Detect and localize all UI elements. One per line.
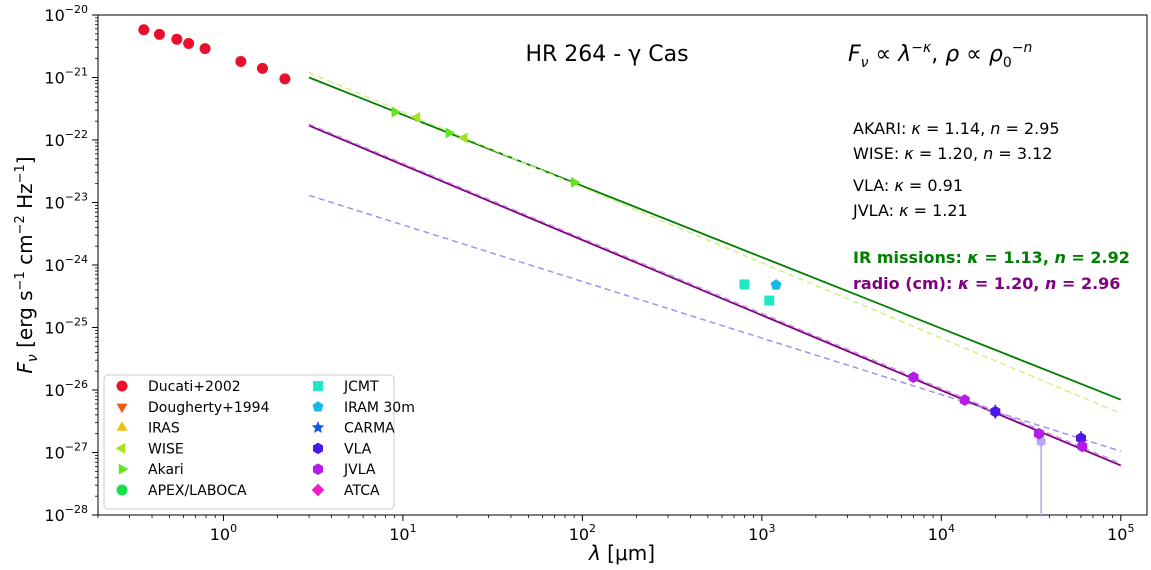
legend-label-atca: ATCA (344, 483, 380, 499)
point-ducati-2002 (235, 56, 247, 68)
y-axis-label: Fν [erg s−1 cm−2 Hz−1] (13, 156, 41, 373)
legend-marker-ducati-2002 (116, 380, 128, 392)
point-jvla (1033, 427, 1044, 440)
legend-marker-akari (118, 463, 129, 475)
fit-line-akari-dashed (308, 71, 1122, 415)
x-tick-label: 105 (1107, 522, 1134, 544)
point-akari (445, 127, 456, 139)
fit-lines (308, 71, 1122, 467)
y-tick-label: 10−28 (44, 503, 88, 525)
legend-label-jcmt: JCMT (343, 379, 379, 395)
point-ducati-2002 (171, 33, 183, 45)
point-iram-30m (770, 279, 782, 290)
point-vla (1075, 432, 1086, 444)
y-axis-ticks: 10−28 10−27 10−26 10−25 10−24 10−23 10−22 10−21… (44, 3, 98, 525)
x-axis-ticks: 100 101 102 103 104 105 (97, 515, 1134, 544)
formula-label: Fν ∝ λ−κ, ρ ∝ ρ0−n (848, 40, 1032, 71)
point-ducati-2002 (183, 37, 195, 49)
chart-title: HR 264 - γ Cas (525, 42, 688, 67)
point-vla (990, 405, 1001, 418)
point-akari (391, 106, 402, 118)
legend-marker-iram-30m (312, 401, 324, 412)
legend-label-vla: VLA (344, 441, 372, 457)
legend-marker-carma (311, 421, 325, 433)
fit-line-vla-dashed (308, 194, 1121, 452)
y-tick-label: 10−27 (44, 441, 88, 463)
legend-label-iram-30m: IRAM 30m (344, 400, 415, 416)
y-tick-label: 10−23 (44, 191, 88, 213)
y-tick-label: 10−25 (44, 316, 88, 338)
point-akari (571, 176, 581, 188)
point-ducati-2002 (138, 24, 150, 36)
fit-annotations: AKARI: κ = 1.14, n = 2.95 WISE: κ = 1.20… (852, 119, 1130, 293)
legend-marker-apex-laboca (116, 484, 128, 496)
annotation-vla: VLA: κ = 0.91 (853, 176, 963, 195)
point-wise (410, 111, 421, 123)
legend-label-carma: CARMA (344, 421, 395, 437)
legend-label-wise: WISE (148, 441, 184, 457)
legend-label-ducati-2002: Ducati+2002 (148, 379, 241, 395)
x-axis-label: λ [μm] (588, 541, 655, 565)
x-tick-label: 104 (928, 522, 955, 544)
legend-label-iras: IRAS (148, 421, 180, 437)
y-tick-label: 10−24 (44, 253, 88, 275)
x-tick-label: 101 (389, 522, 416, 544)
legend-marker-jcmt (313, 381, 323, 391)
legend-label-jvla: JVLA (343, 462, 376, 478)
y-tick-label: 10−22 (44, 128, 88, 150)
fit-line-jvla-dashed (308, 123, 1122, 465)
legend-marker-iras (116, 421, 128, 431)
point-ducati-2002 (153, 28, 165, 40)
y-tick-label: 10−21 (44, 66, 88, 88)
point-ducati-2002 (199, 43, 211, 55)
x-tick-label: 102 (569, 522, 596, 544)
legend-marker-jvla (313, 463, 323, 475)
point-ducati-2002 (279, 73, 291, 85)
legend-label-apex-laboca: APEX/LABOCA (148, 483, 247, 499)
y-tick-label: 10−26 (44, 378, 88, 400)
legend-marker-vla (313, 442, 323, 455)
point-jvla (908, 371, 919, 384)
annotation-wise: WISE: κ = 1.20, n = 3.12 (853, 144, 1052, 163)
point-jcmt (764, 295, 775, 306)
point-wise (458, 132, 468, 144)
legend-marker-dougherty-1994 (116, 403, 128, 414)
legend-marker-atca (311, 483, 325, 497)
x-tick-label: 103 (748, 522, 775, 544)
x-tick-label: 100 (210, 522, 237, 544)
legend-marker-wise (115, 442, 126, 454)
fit-line-radio-cm (308, 124, 1122, 467)
fit-line-ir-missions (308, 76, 1122, 401)
legend-label-akari: Akari (148, 462, 184, 478)
annotation-jvla: JVLA: κ = 1.21 (852, 201, 968, 220)
legend: Ducati+2002 Dougherty+1994 IRAS WISE Akari AP… (103, 374, 415, 510)
point-ducati-2002 (256, 62, 268, 74)
annotation-akari: AKARI: κ = 1.14, n = 2.95 (853, 119, 1060, 138)
legend-label-dougherty-1994: Dougherty+1994 (148, 400, 270, 416)
y-tick-label: 10−20 (44, 3, 88, 25)
legend-items: Ducati+2002 Dougherty+1994 IRAS WISE Akari AP… (115, 379, 415, 499)
point-jvla (959, 394, 970, 406)
point-jcmt (739, 279, 750, 290)
annotation-radio: radio (cm): κ = 1.20, n = 2.96 (853, 274, 1120, 293)
annotation-ir-missions: IR missions: κ = 1.13, n = 2.92 (853, 248, 1130, 267)
point-jvla (1077, 440, 1088, 453)
data-points (138, 24, 1088, 515)
